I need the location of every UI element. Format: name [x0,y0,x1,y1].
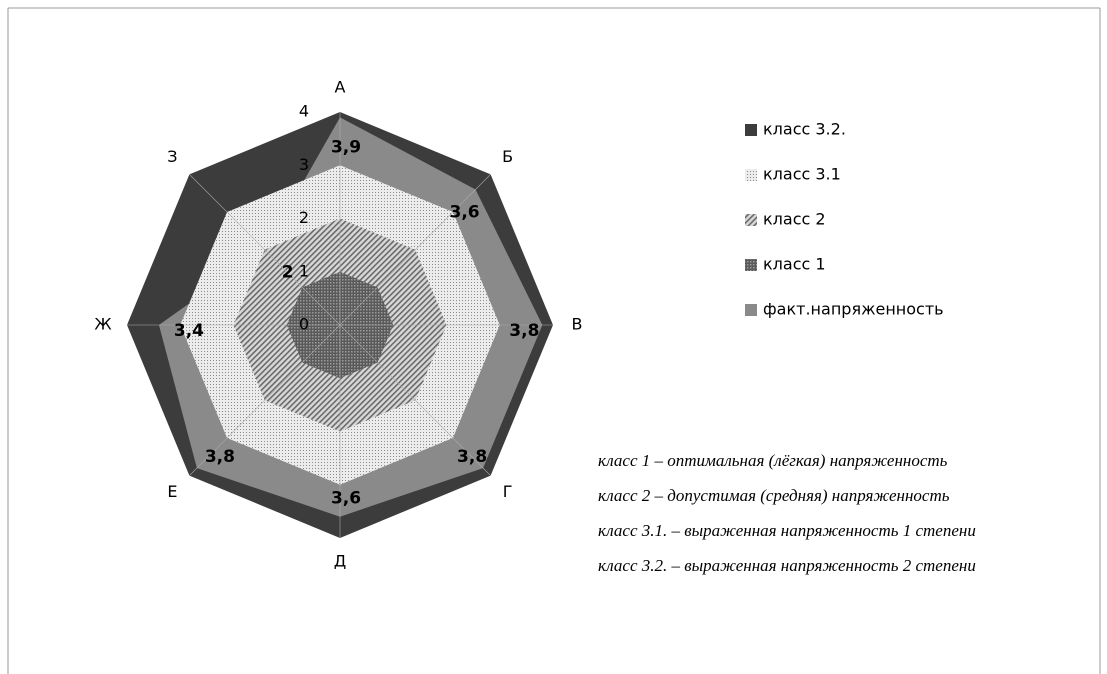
axis-spoke [189,174,341,326]
r-tick-label: 4 [299,102,309,121]
category-label: В [572,315,583,334]
category-label: Д [334,552,347,571]
axis-spoke [189,324,341,476]
value-label: 3,9 [331,137,361,157]
value-label: 3,8 [205,447,235,467]
r-tick-label: 3 [299,155,309,174]
category-label: А [335,78,346,97]
axis-spoke [339,324,491,476]
legend-label: класс 3.1 [763,165,841,184]
axis-spoke [339,174,491,326]
category-label: Г [503,482,513,501]
value-label: 3,8 [457,447,487,467]
value-label: 2 [282,263,294,283]
annotation: класс 1 – оптимальная (лёгкая) напряженн… [598,451,948,470]
annotation: класс 3.1. – выраженная напряженность 1 … [598,521,976,540]
legend-label: факт.напряженность [763,300,944,319]
legend-label: класс 2 [763,210,826,229]
legend-swatch [745,124,757,136]
legend-swatch [745,214,757,226]
legend-label: класс 3.2. [763,120,846,139]
value-label: 3,6 [450,202,480,222]
value-label: 3,4 [174,321,204,341]
r-tick-label: 1 [299,261,309,280]
legend-swatch [745,304,757,316]
r-tick-label: 0 [299,315,309,334]
legend-swatch [745,259,757,271]
category-label: Е [167,482,177,501]
category-label: З [167,147,177,166]
annotation: класс 2 – допустимая (средняя) напряженн… [598,486,950,505]
value-label: 3,8 [509,321,539,341]
value-label: 3,6 [331,489,361,509]
annotation: класс 3.2. – выраженная напряженность 2 … [598,556,976,575]
legend-label: класс 1 [763,255,826,274]
legend-swatch [745,169,757,181]
category-label: Ж [94,315,111,334]
r-tick-label: 2 [299,208,309,227]
category-label: Б [502,147,513,166]
